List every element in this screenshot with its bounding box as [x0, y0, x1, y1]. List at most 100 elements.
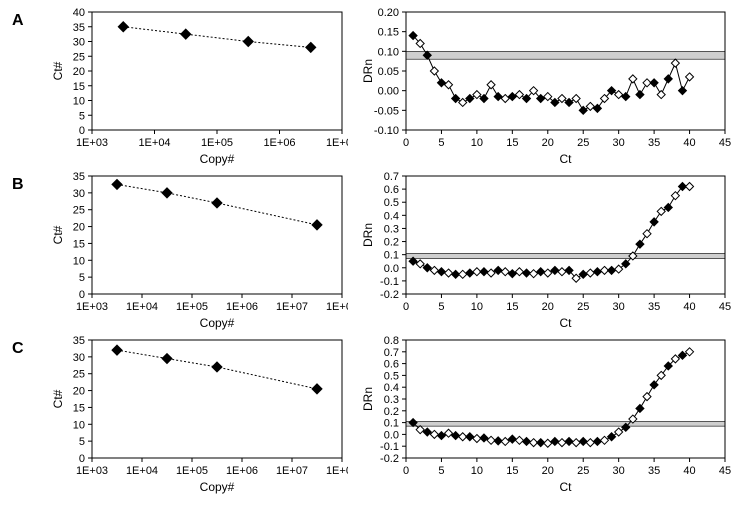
svg-text:0.5: 0.5: [384, 197, 399, 209]
figure-grid: A 0 5 10 15 20 25 30 35 40 1E+03 1E+04 1E+05 1E+06 1E…: [0, 0, 735, 494]
svg-text:20: 20: [73, 222, 85, 234]
svg-text:0.2: 0.2: [384, 406, 399, 418]
svg-text:DRn: DRn: [361, 223, 375, 247]
svg-text:5: 5: [79, 272, 85, 284]
svg-text:10: 10: [471, 465, 483, 477]
svg-text:20: 20: [542, 465, 554, 477]
svg-text:5: 5: [438, 137, 444, 149]
svg-text:10: 10: [73, 96, 85, 108]
svg-text:40: 40: [73, 7, 85, 19]
svg-text:1E+05: 1E+05: [176, 301, 208, 313]
svg-text:30: 30: [613, 301, 625, 313]
svg-text:1E+06: 1E+06: [226, 301, 258, 313]
svg-text:20: 20: [542, 137, 554, 149]
svg-text:25: 25: [73, 369, 85, 381]
svg-text:25: 25: [73, 51, 85, 63]
svg-text:Ct#: Ct#: [51, 61, 65, 80]
svg-text:0: 0: [79, 289, 85, 301]
svg-text:0.20: 0.20: [378, 7, 399, 19]
svg-text:15: 15: [506, 301, 518, 313]
svg-text:10: 10: [73, 419, 85, 431]
svg-text:Copy#: Copy#: [200, 480, 235, 494]
svg-text:0.15: 0.15: [378, 27, 399, 39]
svg-text:5: 5: [438, 301, 444, 313]
svg-text:1E+07: 1E+07: [326, 137, 348, 149]
svg-text:45: 45: [719, 137, 731, 149]
svg-text:35: 35: [648, 301, 660, 313]
svg-text:Ct: Ct: [560, 316, 573, 330]
svg-text:Ct#: Ct#: [51, 225, 65, 244]
svg-text:0.5: 0.5: [384, 370, 399, 382]
svg-text:1E+04: 1E+04: [126, 465, 158, 477]
svg-text:1E+04: 1E+04: [126, 301, 158, 313]
svg-text:15: 15: [506, 465, 518, 477]
svg-text:30: 30: [613, 137, 625, 149]
svg-text:0: 0: [403, 301, 409, 313]
svg-text:40: 40: [683, 137, 695, 149]
svg-text:0: 0: [403, 137, 409, 149]
svg-text:1E+05: 1E+05: [201, 137, 233, 149]
svg-text:25: 25: [577, 465, 589, 477]
svg-text:40: 40: [683, 301, 695, 313]
svg-text:0.00: 0.00: [378, 86, 399, 98]
svg-text:1E+07: 1E+07: [276, 301, 308, 313]
svg-text:DRn: DRn: [361, 59, 375, 83]
svg-text:45: 45: [719, 465, 731, 477]
svg-text:10: 10: [471, 301, 483, 313]
svg-text:35: 35: [73, 22, 85, 34]
svg-text:35: 35: [648, 137, 660, 149]
drn-curve-a: -0.10-0.050.000.050.100.150.200510152025…: [356, 6, 731, 166]
svg-text:0.7: 0.7: [384, 347, 399, 359]
std-curve-a: 05101520253035401E+031E+041E+051E+061E+0…: [48, 6, 348, 166]
svg-text:Ct#: Ct#: [51, 389, 65, 408]
svg-text:1E+03: 1E+03: [76, 301, 108, 313]
svg-text:25: 25: [577, 137, 589, 149]
svg-text:1E+04: 1E+04: [138, 137, 170, 149]
panel-label-c: C: [0, 334, 40, 494]
std-curve-b: 051015202530351E+031E+041E+051E+061E+071…: [48, 170, 348, 330]
svg-text:30: 30: [73, 37, 85, 49]
svg-text:Copy#: Copy#: [200, 316, 235, 330]
svg-text:DRn: DRn: [361, 387, 375, 411]
svg-text:5: 5: [79, 110, 85, 122]
svg-text:15: 15: [73, 238, 85, 250]
svg-text:20: 20: [542, 301, 554, 313]
svg-text:30: 30: [73, 352, 85, 364]
svg-text:1E+03: 1E+03: [76, 137, 108, 149]
svg-text:25: 25: [577, 301, 589, 313]
svg-text:1E+03: 1E+03: [76, 465, 108, 477]
svg-text:35: 35: [648, 465, 660, 477]
svg-text:0.0: 0.0: [384, 429, 399, 441]
svg-text:Copy#: Copy#: [200, 152, 235, 166]
svg-text:0.0: 0.0: [384, 263, 399, 275]
svg-text:-0.1: -0.1: [380, 441, 399, 453]
svg-text:0.10: 0.10: [378, 46, 399, 58]
svg-text:10: 10: [73, 255, 85, 267]
svg-text:15: 15: [73, 402, 85, 414]
svg-text:30: 30: [73, 188, 85, 200]
svg-text:-0.1: -0.1: [380, 276, 399, 288]
svg-text:0.1: 0.1: [384, 250, 399, 262]
svg-text:5: 5: [79, 436, 85, 448]
panel-label-b: B: [0, 170, 40, 330]
svg-text:30: 30: [613, 465, 625, 477]
svg-text:1E+07: 1E+07: [276, 465, 308, 477]
svg-text:-0.10: -0.10: [374, 125, 399, 137]
svg-text:1E+06: 1E+06: [226, 465, 258, 477]
svg-text:Ct: Ct: [560, 480, 573, 494]
svg-text:Ct: Ct: [560, 152, 573, 166]
svg-text:20: 20: [73, 66, 85, 78]
svg-text:45: 45: [719, 301, 731, 313]
svg-text:15: 15: [73, 81, 85, 93]
svg-text:15: 15: [506, 137, 518, 149]
svg-text:0.3: 0.3: [384, 394, 399, 406]
svg-text:40: 40: [683, 465, 695, 477]
svg-text:1E+08: 1E+08: [326, 301, 348, 313]
svg-text:1E+08: 1E+08: [326, 465, 348, 477]
svg-text:-0.05: -0.05: [374, 105, 399, 117]
panel-label-a: A: [0, 6, 40, 166]
svg-text:35: 35: [73, 171, 85, 183]
svg-text:0.2: 0.2: [384, 237, 399, 249]
svg-text:0.7: 0.7: [384, 171, 399, 183]
drn-curve-b: -0.2-0.10.00.10.20.30.40.50.60.705101520…: [356, 170, 731, 330]
